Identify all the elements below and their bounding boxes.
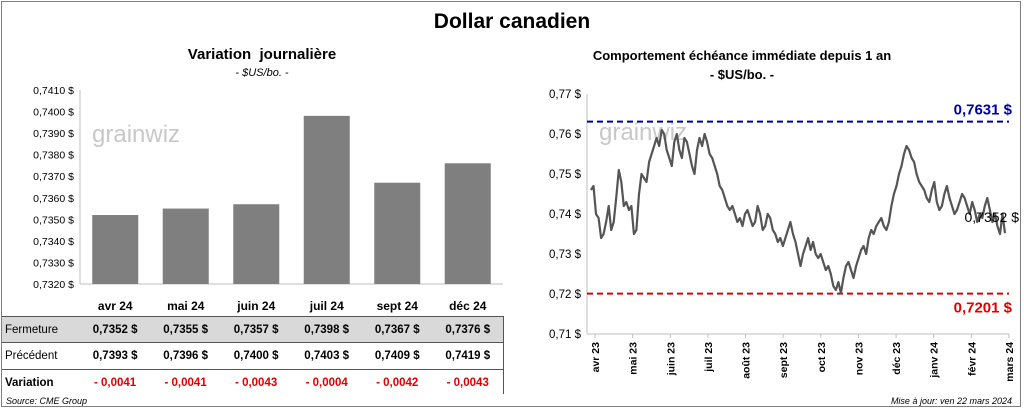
table-cell: 0,7400 $	[233, 349, 279, 362]
x-tick-label: déc 24	[449, 299, 487, 313]
table-cell: 0,7352 $	[92, 323, 138, 336]
x-tick-label: sept 23	[778, 342, 790, 378]
bar	[162, 208, 209, 284]
table-row-variation: Variation - 0,0041 - 0,0041 - 0,0043 - 0…	[2, 369, 503, 395]
x-tick-label: oct 23	[816, 342, 828, 373]
line-chart: grainwiz 0,71 $ 0,72 $ 0,73 $ 0,74 $ 0,75 $ 0,…	[549, 89, 1020, 382]
low-value-label: 0,7201 $	[954, 300, 1013, 317]
main-title: Dollar canadien	[433, 10, 591, 33]
x-tick-label: mars 24	[1004, 342, 1016, 382]
source-note: Source: CME Group	[6, 396, 88, 406]
x-tick-label: mai 24	[167, 299, 205, 313]
table-cell: 0,7367 $	[374, 323, 420, 336]
left-chart-title: Variation journalière	[187, 46, 337, 63]
table-cell: 0,7419 $	[445, 349, 491, 362]
y-tick-label: 0,7320 $	[33, 279, 74, 291]
right-chart-subtitle: - $US/bo. -	[709, 67, 775, 82]
x-tick-label: janv 24	[929, 342, 941, 379]
y-tick-label: 0,76 $	[549, 129, 582, 141]
y-tick-label: 0,7390 $	[33, 128, 74, 140]
x-tick-label: août 23	[741, 342, 753, 379]
table-cell: - 0,0041	[164, 376, 207, 389]
y-tick-label: 0,7330 $	[33, 257, 74, 269]
bar	[444, 163, 491, 284]
table-cell: - 0,0043	[235, 376, 278, 389]
high-value-label: 0,7631 $	[954, 102, 1013, 119]
x-tick-label: sept 24	[377, 299, 419, 313]
table-cell: - 0,0042	[376, 376, 419, 389]
table-cell: - 0,0043	[446, 376, 489, 389]
y-tick-label: 0,7380 $	[33, 150, 74, 162]
y-tick-label: 0,77 $	[549, 89, 582, 101]
bar	[233, 204, 280, 284]
bar	[374, 182, 421, 284]
table-row-previous: Précédent 0,7393 $ 0,7396 $ 0,7400 $ 0,7…	[2, 343, 503, 368]
y-tick-label: 0,72 $	[549, 289, 582, 301]
last-value-label: 0,7352 $	[965, 209, 1020, 225]
row-label: Fermeture	[5, 323, 59, 336]
bar-chart: grainwiz 0,7320 $ 0,7330 $ 0,7340 $ 0,7350 $…	[33, 85, 503, 313]
y-tick-label: 0,7340 $	[33, 236, 74, 248]
right-chart-title: Comportement échéance immédiate depuis 1…	[592, 48, 892, 63]
table-cell: 0,7357 $	[233, 323, 279, 336]
table-cell: - 0,0004	[305, 376, 348, 389]
x-tick-label: juin 23	[665, 342, 677, 376]
table-cell: - 0,0041	[93, 376, 137, 389]
update-note: Mise à jour: ven 22 mars 2024	[890, 396, 1012, 406]
table-cell: 0,7396 $	[163, 349, 208, 362]
y-tick-label: 0,7360 $	[33, 193, 74, 205]
watermark-logo: grainwiz	[599, 119, 687, 146]
y-tick-label: 0,7370 $	[33, 171, 74, 183]
y-tick-label: 0,73 $	[549, 249, 582, 261]
y-tick-label: 0,75 $	[549, 169, 582, 181]
x-tick-label: avr 24	[98, 299, 133, 313]
row-label: Variation	[5, 376, 54, 389]
table-cell: 0,7398 $	[304, 323, 350, 336]
y-tick-label: 0,71 $	[549, 329, 582, 341]
table-row-close: Fermeture 0,7352 $ 0,7355 $ 0,7357 $ 0,7…	[2, 316, 503, 343]
x-tick-label: nov 23	[853, 342, 865, 375]
y-tick-label: 0,7410 $	[33, 85, 74, 97]
table-cell: 0,7409 $	[374, 349, 420, 362]
bar	[92, 215, 139, 284]
y-tick-label: 0,7400 $	[33, 107, 74, 119]
x-tick-label: févr 24	[966, 342, 978, 376]
x-tick-label: déc 23	[891, 342, 903, 375]
table-cell: 0,7355 $	[163, 323, 208, 336]
price-series-line	[590, 128, 1007, 295]
bar	[303, 115, 350, 284]
y-tick-label: 0,7350 $	[33, 214, 74, 226]
panel-divider	[503, 316, 504, 394]
x-tick-label: juil 24	[309, 299, 344, 313]
x-tick-label: juil 23	[703, 342, 715, 373]
y-tick-label: 0,74 $	[549, 209, 582, 221]
x-tick-label: juin 24	[236, 299, 275, 313]
x-tick-label: mai 23	[628, 342, 640, 375]
watermark-logo: grainwiz	[92, 121, 180, 148]
table-cell: 0,7403 $	[304, 349, 350, 362]
left-chart-subtitle: - $US/bo. -	[235, 67, 289, 79]
table-cell: 0,7393 $	[92, 349, 138, 362]
row-label: Précédent	[5, 349, 58, 362]
table-cell: 0,7376 $	[445, 323, 491, 336]
x-tick-label: avr 23	[590, 342, 602, 373]
